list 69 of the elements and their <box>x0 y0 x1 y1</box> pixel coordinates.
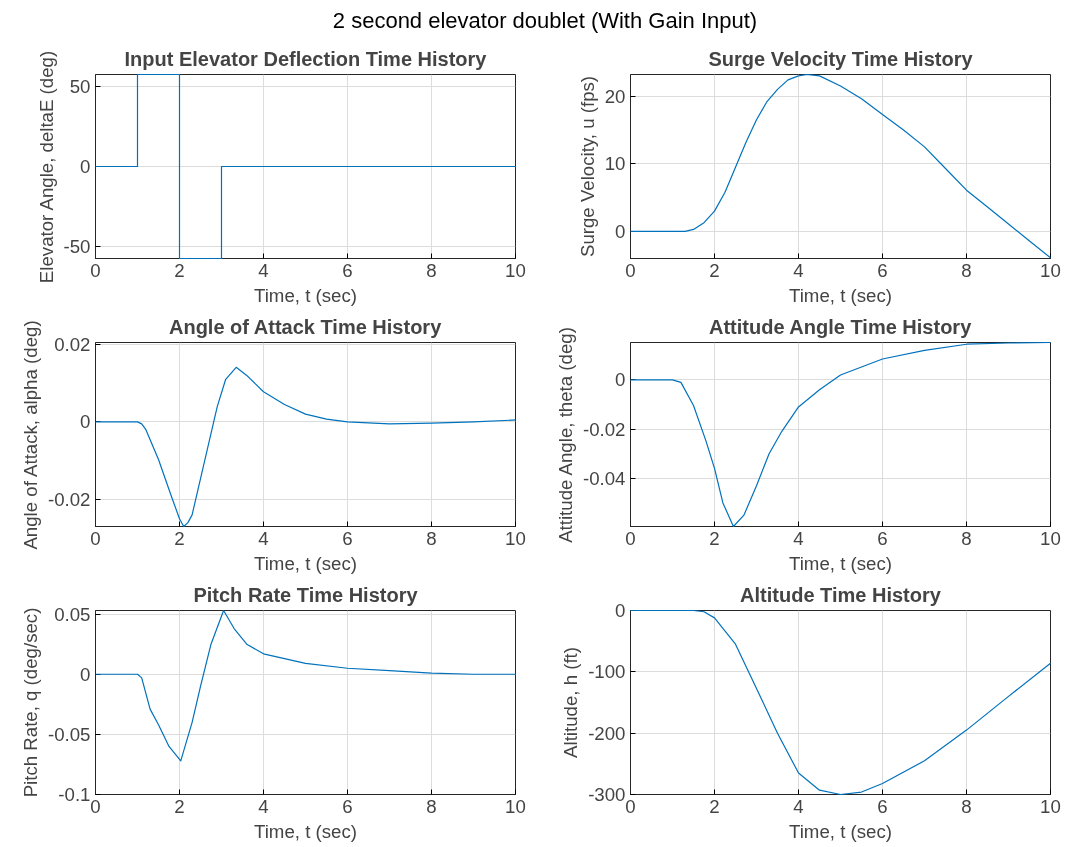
chart-title: Attitude Angle Time History <box>709 315 973 338</box>
y-tick-label: -0.05 <box>47 723 91 745</box>
x-axis-title: Time, t (sec) <box>789 552 892 574</box>
x-tick-label: 6 <box>342 527 353 549</box>
y-tick-label: -100 <box>588 661 626 683</box>
x-tick-label: 6 <box>877 259 888 281</box>
x-tick-label: 2 <box>174 795 185 817</box>
y-tick-label: -0.04 <box>582 467 626 489</box>
y-axis-title: Elevator Angle, deltaE (deg) <box>35 50 57 284</box>
x-tick-label: 4 <box>793 795 804 817</box>
y-tick-label: 0 <box>80 411 91 433</box>
x-tick-label: 10 <box>1040 795 1061 817</box>
x-tick-label: 8 <box>426 795 437 817</box>
y-tick-label: 0 <box>80 156 91 177</box>
text: 2 second elevator doublet (With Gain Input) <box>331 7 759 35</box>
y-axis-title: Angle of Attack, alpha (deg) <box>19 320 41 550</box>
chart-title: Surge Velocity Time History <box>708 47 974 70</box>
x-tick-label: 10 <box>505 795 526 817</box>
x-tick-label: 2 <box>709 259 720 281</box>
x-tick-label: 4 <box>258 795 269 817</box>
x-axis-title: Time, t (sec) <box>789 284 892 306</box>
chart-title: Pitch Rate Time History <box>193 583 419 606</box>
chart-title: Input Elevator Deflection Time History <box>124 47 488 70</box>
y-axis-title: Altitude, h (ft) <box>560 647 582 758</box>
y-tick-label: 0 <box>615 600 626 621</box>
chart-title: Angle of Attack Time History <box>168 315 443 338</box>
x-tick-label: 8 <box>961 259 972 281</box>
x-tick-label: 4 <box>258 259 269 281</box>
x-axis-title: Time, t (sec) <box>254 284 357 306</box>
y-tick-label: -0.02 <box>47 488 91 510</box>
y-tick-label: 0 <box>80 663 91 685</box>
y-tick-label: 0.02 <box>54 333 91 355</box>
x-tick-label: 2 <box>709 527 720 549</box>
x-tick-label: 8 <box>961 795 972 817</box>
y-tick-label: -0.1 <box>58 784 91 805</box>
y-axis-title: Attitude Angle, theta (deg) <box>554 327 576 543</box>
x-axis-title: Time, t (sec) <box>789 820 892 842</box>
x-axis-title: Time, t (sec) <box>254 552 357 574</box>
y-tick-label: 50 <box>69 75 91 97</box>
y-tick-label: 0.05 <box>54 603 91 625</box>
y-axis-title: Surge Velocity, u (fps) <box>576 75 598 258</box>
chart-title: Altitude Time History <box>740 583 942 606</box>
x-tick-label: 6 <box>342 795 353 817</box>
x-tick-label: 10 <box>1040 259 1061 281</box>
x-tick-label: 4 <box>258 527 269 549</box>
x-tick-label: 10 <box>1040 527 1061 549</box>
x-tick-label: 10 <box>505 259 526 281</box>
x-tick-label: 2 <box>174 527 185 549</box>
x-tick-label: 8 <box>426 259 437 281</box>
x-axis-title: Time, t (sec) <box>254 820 357 842</box>
x-tick-label: 6 <box>877 795 888 817</box>
y-tick-label: -0.02 <box>582 418 626 440</box>
y-tick-label: 20 <box>604 85 626 107</box>
x-tick-label: 2 <box>174 259 185 281</box>
x-tick-label: 6 <box>877 527 888 549</box>
x-tick-label: 8 <box>426 527 437 549</box>
y-tick-label: -200 <box>588 722 626 744</box>
y-axis-title: Pitch Rate, q (deg/sec) <box>19 607 41 798</box>
x-tick-label: 10 <box>505 527 526 549</box>
x-tick-label: 2 <box>709 795 720 817</box>
y-tick-label: -300 <box>588 784 626 805</box>
x-tick-label: 8 <box>961 527 972 549</box>
y-tick-label: 0 <box>615 369 626 391</box>
x-tick-label: 6 <box>342 259 353 281</box>
x-tick-label: 4 <box>793 259 804 281</box>
y-tick-label: 0 <box>615 220 626 242</box>
x-tick-label: 4 <box>793 527 804 549</box>
y-tick-label: -50 <box>63 236 91 258</box>
y-tick-label: 10 <box>604 153 626 175</box>
